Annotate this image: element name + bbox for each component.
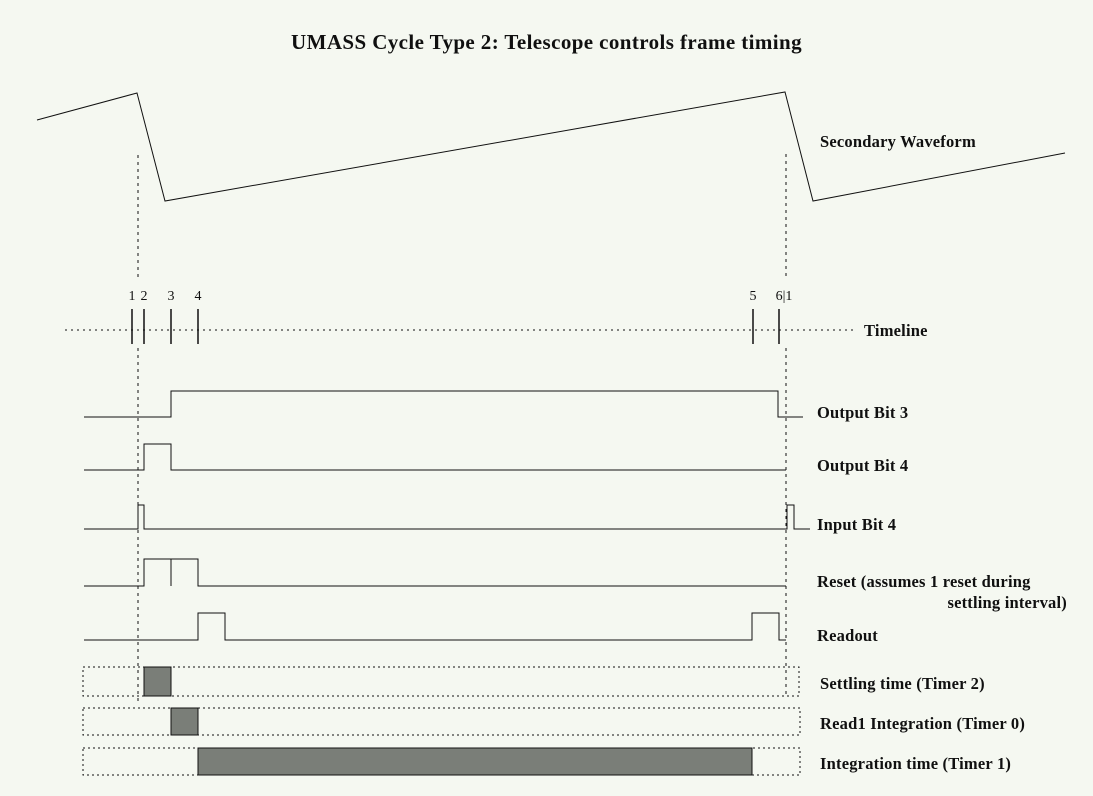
page-title: UMASS Cycle Type 2: Telescope controls f…	[291, 30, 802, 54]
timer-label-integration-timer: Integration time (Timer 1)	[820, 754, 1012, 773]
timeline-tick-label-5: 5	[749, 289, 757, 304]
timeline-tick-label-6: 6|1	[775, 289, 793, 304]
timer-outline-settling-timer	[82, 666, 800, 697]
signal-trace-output-bit-4	[84, 443, 786, 471]
timeline-tick-label-2: 2	[140, 289, 148, 304]
signal-label-reset: Reset (assumes 1 reset during	[817, 571, 1031, 591]
signal-trace-reset	[84, 558, 786, 587]
timer-outline-read1-timer	[82, 707, 801, 736]
signal-label-reset-line2: settling interval)	[947, 592, 1067, 612]
timer-outline-integration-timer	[82, 747, 801, 776]
timeline-tick-label-3: 3	[167, 289, 175, 304]
secondary-waveform-label: Secondary Waveform	[820, 132, 976, 151]
signal-label-readout: Readout	[817, 625, 878, 645]
timer-fill-settling-timer	[143, 666, 172, 697]
timeline-tick-label-1: 1	[128, 289, 136, 304]
timer-label-read1-timer: Read1 Integration (Timer 0)	[820, 714, 1026, 733]
signal-trace-input-bit-4	[84, 504, 810, 530]
signal-label-output-bit-3: Output Bit 3	[817, 402, 909, 422]
secondary-waveform-line	[36, 91, 1066, 202]
signal-label-input-bit-4: Input Bit 4	[817, 514, 897, 534]
timeline-tick-label-4: 4	[194, 289, 202, 304]
timer-fill-integration-timer	[197, 747, 753, 776]
signal-label-output-bit-4: Output Bit 4	[817, 455, 909, 475]
timer-label-settling-timer: Settling time (Timer 2)	[820, 674, 985, 693]
signal-trace-readout	[84, 612, 786, 641]
timer-fill-read1-timer	[170, 707, 199, 736]
signal-trace-output-bit-3	[84, 390, 803, 418]
timeline-label: Timeline	[864, 321, 928, 340]
